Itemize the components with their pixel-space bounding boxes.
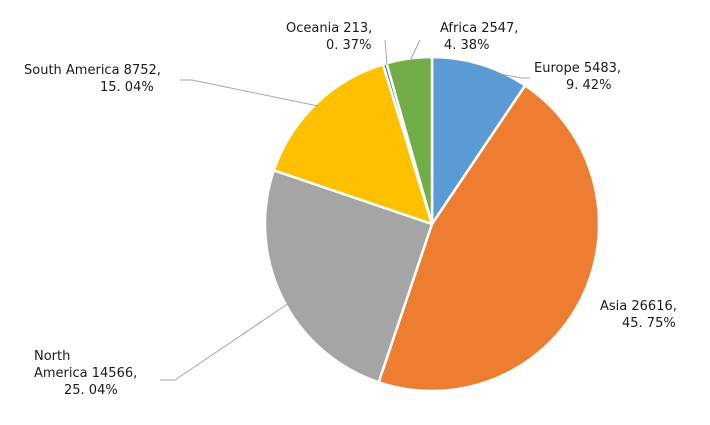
data-label-africa: Africa 2547, 4. 38% [440,20,518,54]
data-label-oceania-line2: 0. 37% [326,38,372,53]
data-label-oceania-line1: Oceania 213, [286,21,373,36]
leader-line-europe [499,73,530,79]
pie-slices [263,55,601,393]
data-label-north-america-line2: America 14566, [34,366,138,381]
data-label-south-america: South America 8752, 15. 04% [24,62,161,96]
leader-line-north-america [160,302,290,381]
leader-lines [160,39,530,381]
data-label-asia: Asia 26616, 45. 75% [600,298,677,332]
data-label-europe-line2: 9. 42% [566,78,612,93]
data-label-europe: Europe 5483, 9. 42% [534,60,621,94]
data-label-africa-line2: 4. 38% [444,38,490,53]
leader-line-oceania [384,39,388,66]
data-label-europe-line1: Europe 5483, [534,61,622,76]
leader-line-south-america [180,79,319,107]
data-label-south-america-line2: 15. 04% [100,80,154,95]
data-label-africa-line1: Africa 2547, [440,21,519,36]
leader-line-africa [409,39,421,62]
pie-slice-asia [377,84,601,393]
pie-slice-south-america [272,63,434,226]
data-label-north-america-line1: North [34,349,71,364]
pie-slice-north-america [263,169,434,384]
data-label-asia-line2: 45. 75% [622,316,676,331]
data-label-north-america-line3: 25. 04% [64,383,118,398]
data-label-oceania: Oceania 213, 0. 37% [286,20,372,54]
data-label-asia-line1: Asia 26616, [600,299,677,314]
data-label-south-america-line1: South America 8752, [24,63,161,78]
data-label-north-america: North America 14566, 25. 04% [34,348,137,399]
pie-slice-europe [430,55,527,226]
